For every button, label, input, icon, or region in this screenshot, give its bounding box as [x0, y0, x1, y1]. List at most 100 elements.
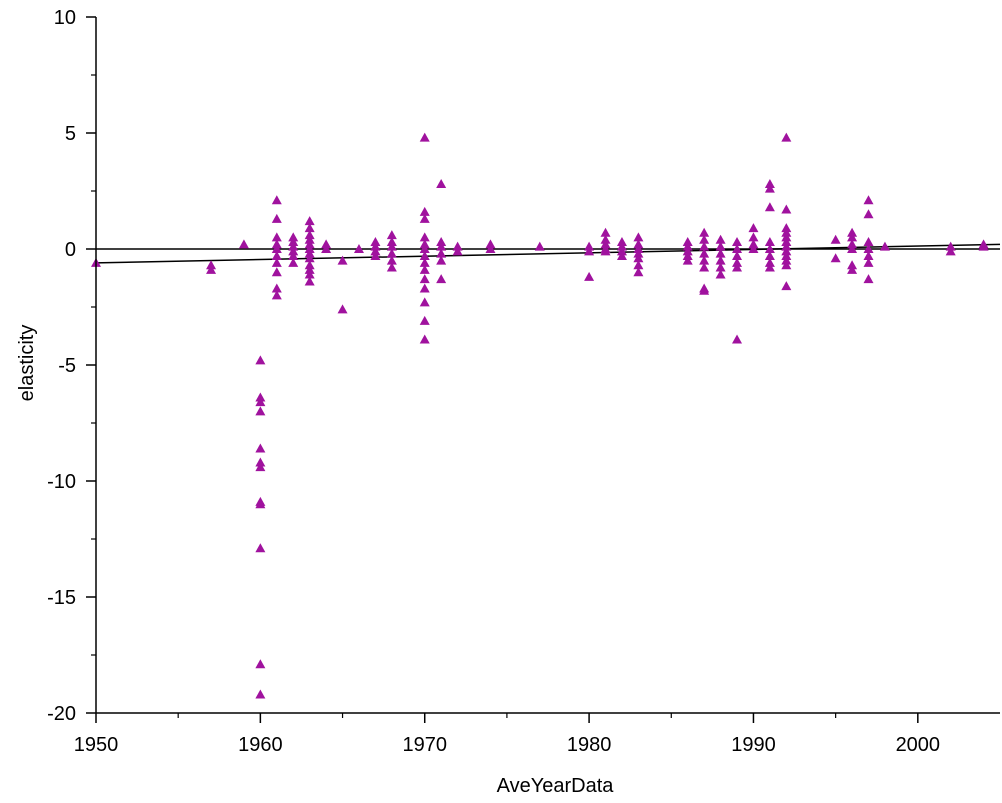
data-point [600, 227, 611, 237]
x-tick-label: 1980 [567, 734, 612, 756]
data-point [419, 213, 430, 223]
x-tick-label: 1950 [74, 734, 119, 756]
data-point [304, 276, 315, 286]
data-point [863, 257, 874, 267]
data-point [633, 248, 644, 258]
data-point [764, 262, 775, 272]
data-point [732, 250, 743, 260]
data-point [419, 283, 430, 293]
data-point [781, 281, 792, 291]
data-points [91, 132, 989, 699]
data-point [633, 244, 644, 253]
data-point [255, 659, 266, 669]
y-tick-label: -10 [47, 471, 76, 493]
data-point [271, 257, 282, 267]
data-point [304, 269, 315, 279]
data-point [255, 406, 266, 416]
data-point [271, 213, 282, 223]
data-point [386, 241, 397, 251]
data-point [321, 244, 332, 253]
data-point [781, 250, 792, 260]
data-point [271, 267, 282, 277]
data-point [386, 255, 397, 265]
data-point [255, 462, 266, 472]
data-point [781, 232, 792, 242]
data-point [764, 257, 775, 267]
data-point [304, 253, 315, 263]
data-point [600, 239, 611, 249]
data-point [584, 246, 595, 256]
data-point [863, 250, 874, 260]
data-point [419, 132, 430, 142]
data-point [616, 241, 627, 251]
data-point [304, 248, 315, 258]
y-tick-label: -15 [47, 587, 76, 609]
data-point [370, 237, 381, 247]
data-point [436, 241, 447, 251]
data-point [764, 250, 775, 260]
data-point [288, 257, 299, 267]
data-point [699, 255, 710, 265]
data-point [386, 248, 397, 258]
data-point [288, 237, 299, 247]
data-point [370, 246, 381, 256]
data-point [781, 132, 792, 142]
data-point [748, 232, 759, 242]
data-point [304, 230, 315, 240]
data-point [288, 241, 299, 251]
data-point [304, 260, 315, 270]
data-point [271, 283, 282, 293]
y-tick-label: -5 [58, 355, 76, 377]
regression-lines [95, 243, 1001, 264]
data-point [847, 244, 858, 253]
data-point [304, 264, 315, 274]
data-point [781, 237, 792, 247]
data-point [255, 543, 266, 553]
data-point [584, 241, 595, 251]
data-point [436, 274, 447, 284]
data-point [616, 246, 627, 256]
data-point [271, 239, 282, 249]
axes [95, 17, 1000, 714]
data-point [732, 237, 743, 247]
y-tick-label: 5 [65, 123, 76, 145]
data-point [781, 246, 792, 256]
data-point [715, 255, 726, 265]
data-point [616, 250, 627, 260]
data-point [419, 297, 430, 307]
data-point [732, 262, 743, 272]
data-point [781, 204, 792, 214]
data-point [633, 239, 644, 249]
x-tick-label: 1970 [402, 734, 447, 756]
data-point [863, 244, 874, 253]
data-point [337, 255, 348, 265]
data-point [682, 250, 693, 260]
x-tick-label: 1990 [731, 734, 776, 756]
y-axis-title: elasticity [16, 325, 38, 402]
x-tick-label: 1960 [238, 734, 283, 756]
data-point [863, 209, 874, 219]
data-point [764, 202, 775, 212]
data-point [879, 241, 890, 251]
data-point [781, 223, 792, 233]
data-point [633, 253, 644, 263]
data-point [304, 216, 315, 226]
data-point [419, 334, 430, 344]
data-point [271, 244, 282, 253]
data-point [633, 267, 644, 277]
data-point [847, 232, 858, 242]
data-point [255, 457, 266, 467]
data-point [699, 234, 710, 244]
data-point [830, 234, 841, 244]
data-point [781, 255, 792, 265]
data-point [304, 244, 315, 253]
data-point [584, 271, 595, 281]
data-point [436, 255, 447, 265]
data-point [206, 260, 217, 270]
data-point [304, 223, 315, 233]
data-point [764, 244, 775, 253]
data-point [419, 315, 430, 325]
data-point [699, 285, 710, 295]
trend-line [95, 243, 1001, 264]
data-point [436, 248, 447, 258]
